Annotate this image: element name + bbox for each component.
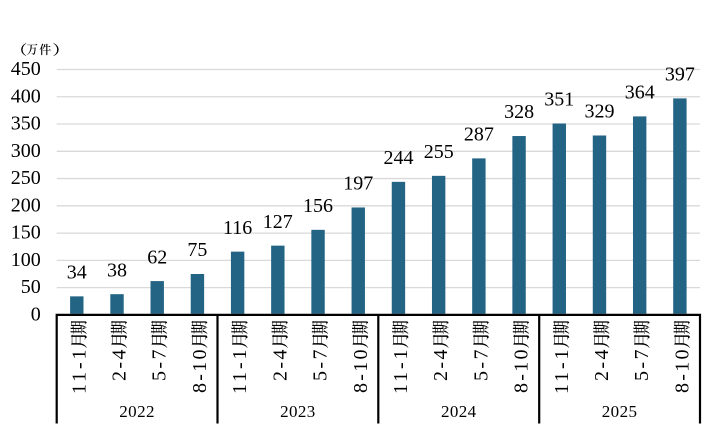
svg-text:156: 156 [303,195,333,217]
svg-text:2025: 2025 [602,402,638,421]
svg-text:364: 364 [625,82,655,104]
svg-text:329: 329 [585,101,615,123]
svg-text:2-4: 2-4 [109,350,131,382]
svg-text:5-7: 5-7 [470,350,492,382]
svg-text:116: 116 [223,217,252,239]
svg-text:11-1: 11-1 [229,350,251,395]
svg-text:287: 287 [464,124,494,146]
svg-text:5-7: 5-7 [310,350,332,382]
svg-text:11-1: 11-1 [390,350,412,395]
svg-text:34: 34 [67,262,87,284]
svg-text:100: 100 [11,249,41,271]
svg-text:2-4: 2-4 [591,350,613,382]
svg-text:197: 197 [343,173,373,195]
svg-text:328: 328 [504,101,534,123]
svg-text:397: 397 [665,64,695,86]
svg-text:450: 450 [11,58,41,80]
svg-text:50: 50 [21,276,41,298]
svg-text:8-10: 8-10 [671,350,693,394]
svg-text:11-1: 11-1 [68,350,90,395]
svg-text:2023: 2023 [280,402,316,421]
svg-text:38: 38 [107,259,127,281]
svg-text:5-7: 5-7 [149,350,171,382]
svg-text:2022: 2022 [119,402,155,421]
svg-text:127: 127 [263,211,293,233]
svg-text:255: 255 [424,141,454,163]
svg-text:8-10: 8-10 [189,350,211,394]
svg-text:0: 0 [31,304,41,326]
svg-text:300: 300 [11,140,41,162]
svg-text:8-10: 8-10 [511,350,533,394]
svg-text:8-10: 8-10 [350,350,372,394]
svg-text:2-4: 2-4 [269,350,291,382]
svg-text:350: 350 [11,113,41,135]
svg-text:250: 250 [11,167,41,189]
svg-text:2024: 2024 [441,402,477,421]
svg-text:150: 150 [11,222,41,244]
svg-text:62: 62 [147,246,167,268]
svg-text:244: 244 [384,147,414,169]
svg-text:351: 351 [544,89,574,111]
svg-text:200: 200 [11,194,41,216]
svg-text:2-4: 2-4 [430,350,452,382]
svg-text:400: 400 [11,85,41,107]
svg-text:11-1: 11-1 [551,350,573,395]
svg-text:5-7: 5-7 [631,350,653,382]
svg-text:75: 75 [187,239,207,261]
